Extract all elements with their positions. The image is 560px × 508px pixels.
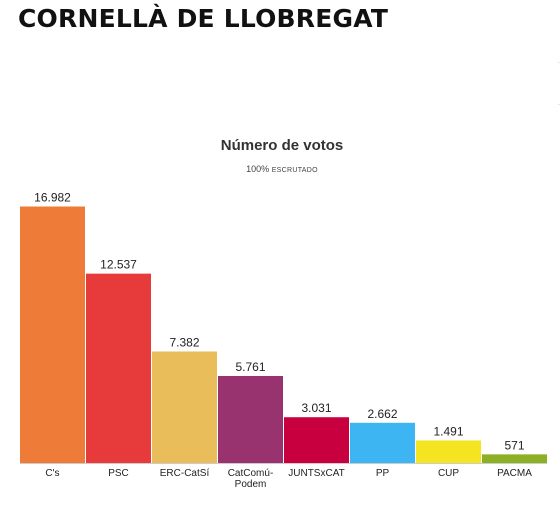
bar-3 — [218, 375, 283, 463]
value-label-1: 12.537 — [100, 258, 137, 272]
bar-5 — [350, 422, 415, 463]
bar-0 — [20, 206, 85, 463]
subtitle-status: ESCRUTADO — [271, 167, 318, 174]
category-label-5: PP — [376, 468, 390, 479]
bar-1 — [86, 273, 151, 463]
edge-divider-top — [558, 62, 560, 63]
value-label-4: 3.031 — [301, 401, 331, 415]
value-label-3: 5.761 — [235, 360, 265, 374]
chart-title: Número de votos — [220, 137, 344, 154]
category-label-2: ERC-CatSí — [160, 468, 210, 479]
value-label-2: 7.382 — [169, 336, 199, 350]
value-label-6: 1.491 — [433, 424, 463, 438]
value-label-7: 571 — [504, 438, 524, 452]
category-label-4: JUNTSxCAT — [288, 468, 344, 479]
value-label-0: 16.982 — [34, 191, 71, 205]
category-label-0: C's — [45, 468, 59, 479]
bar-6 — [416, 440, 481, 463]
category-label-3-line-1: Podem — [235, 479, 267, 490]
bar-2 — [152, 351, 217, 463]
bar-4 — [284, 417, 349, 463]
edge-divider-bottom — [558, 104, 560, 105]
subtitle-percent: 100% — [246, 164, 270, 174]
category-label-6: CUP — [438, 468, 459, 479]
value-label-5: 2.662 — [367, 407, 397, 421]
chart-subtitle: 100% ESCRUTADO — [0, 164, 560, 174]
page-heading: CORNELLÀ DE LLOBREGAT — [18, 4, 389, 33]
category-label-3-line-0: CatComú- — [228, 468, 274, 479]
bar-7 — [482, 454, 547, 463]
category-label-1: PSC — [108, 468, 129, 479]
category-label-7: PACMA — [497, 468, 532, 479]
